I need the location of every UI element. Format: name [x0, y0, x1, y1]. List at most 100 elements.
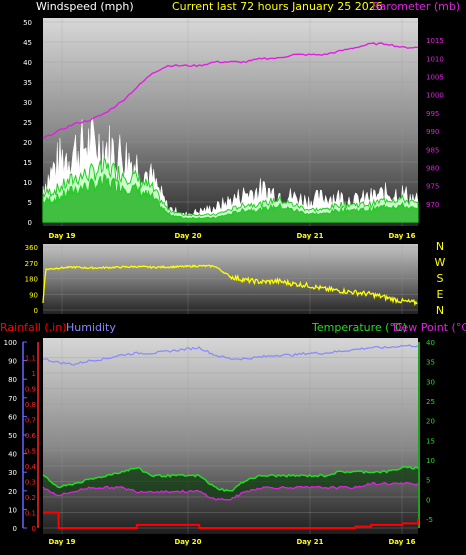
barometer-label: Barometer (mb): [372, 0, 460, 13]
x-tick-label: Day 20: [174, 232, 201, 240]
direction-series: [42, 264, 418, 307]
rain-tick-label: 0.5: [25, 448, 36, 456]
windspeed-tick-label: 30: [23, 99, 32, 107]
humidity-tick-label: 100: [4, 339, 17, 347]
temperature-tick-label: 5: [426, 477, 430, 485]
humidity-tick-label: 80: [8, 376, 17, 384]
climate-x-axis: Day 19 Day 20 Day 21 Day 16: [48, 538, 415, 546]
humidity-tick-label: 0: [13, 525, 17, 533]
temperature-tick-label: 30: [426, 378, 435, 386]
humidity-tick-label: 60: [8, 413, 17, 421]
direction-tick-label: 180: [25, 276, 38, 284]
rain-tick-label: 0.4: [25, 463, 37, 471]
direction-grid: [43, 244, 418, 314]
barometer-tick-label: 980: [426, 164, 439, 172]
barometer-tick-label: 1015: [426, 37, 444, 45]
rainfall-series: [43, 511, 419, 529]
compass-label: W: [435, 256, 446, 269]
barometer-tick-label: 975: [426, 183, 439, 191]
humidity-tick-label: 30: [8, 469, 17, 477]
compass-label: N: [436, 304, 444, 317]
temperature-tick-label: 40: [426, 339, 435, 347]
rainfall-axis: 0 0.1 0.2 0.3 0.4 0.5 0.6 0.7 0.8 0.9 1 1.1: [25, 342, 39, 533]
humidity-axis: 0 10 20 30 40 50 60 70 80 90 100: [4, 339, 27, 533]
direction-tick-label: 360: [25, 244, 38, 252]
temperature-axis: -5 0 5 10 15 20 25 30 35 40: [418, 339, 435, 528]
temperature-tick-label: 15: [426, 437, 435, 445]
rain-tick-label: 1: [32, 370, 36, 378]
rain-tick-label: 0.3: [25, 479, 36, 487]
direction-panel: [43, 244, 418, 314]
humidity-tick-label: 50: [8, 432, 17, 440]
compass-label: N: [436, 240, 444, 253]
x-tick-label: Day 16: [388, 538, 415, 546]
humidity-tick-label: 10: [8, 506, 17, 514]
barometer-series: [42, 42, 419, 139]
x-tick-label: Day 21: [296, 232, 323, 240]
temperature-tick-label: 20: [426, 418, 435, 426]
temperature-tick-label: -5: [426, 516, 433, 524]
direction-tick-label: 270: [25, 260, 38, 268]
barometer-axis: 970 975 980 985 990 995 1000 1005 1010 1015: [426, 37, 444, 209]
rain-tick-label: 0.2: [25, 494, 36, 502]
temperature-tick-label: 35: [426, 359, 435, 367]
windspeed-tick-label: 15: [23, 159, 32, 167]
dewpoint-label: Dew Point (°C): [393, 321, 466, 334]
temperature-tick-label: 0: [426, 496, 430, 504]
climate-series: [42, 344, 419, 529]
barometer-tick-label: 970: [426, 201, 439, 209]
temperature-tick-label: 10: [426, 457, 435, 465]
windspeed-series: [42, 173, 419, 223]
barometer-tick-label: 1005: [426, 74, 444, 82]
windspeed-series: [42, 42, 419, 223]
windspeed-x-axis: Day 19 Day 20 Day 21 Day 16: [48, 232, 415, 240]
temperature-tick-label: 25: [426, 398, 435, 406]
direction-tick-label: 0: [34, 307, 38, 315]
windspeed-tick-label: 50: [23, 19, 32, 27]
x-tick-label: Day 21: [296, 538, 323, 546]
temperature-label: Temperature (°C): [311, 321, 407, 334]
temperature-series: [42, 465, 419, 492]
rain-tick-label: 1.1: [25, 355, 36, 363]
compass-label: E: [437, 288, 444, 301]
windspeed-tick-label: 10: [23, 179, 32, 187]
windspeed-tick-label: 5: [28, 199, 32, 207]
x-tick-label: Day 19: [48, 232, 75, 240]
rain-tick-label: 0.6: [25, 432, 37, 440]
rain-tick-label: 0.9: [25, 386, 36, 394]
humidity-tick-label: 20: [8, 488, 17, 496]
humidity-label: Humidity: [66, 321, 116, 334]
windspeed-tick-label: 0: [28, 219, 32, 227]
barometer-tick-label: 985: [426, 146, 439, 154]
windspeed-tick-label: 20: [23, 139, 32, 147]
direction-series: [42, 264, 418, 307]
x-tick-label: Day 16: [388, 232, 415, 240]
windspeed-tick-label: 45: [23, 39, 32, 47]
windspeed-label: Windspeed (mph): [36, 0, 134, 13]
barometer-tick-label: 995: [426, 110, 439, 118]
windspeed-axis: 0 5 10 15 20 25 30 35 40 45 50: [23, 19, 32, 227]
humidity-series: [42, 344, 419, 366]
direction-axis: 0 90 180 270 360: [25, 244, 38, 315]
rain-tick-label: 0.8: [25, 401, 36, 409]
chart-title: Current last 72 hours January 25 2026: [172, 0, 383, 13]
humidity-tick-label: 90: [8, 358, 17, 366]
compass-label: S: [437, 272, 444, 285]
rainfall-label: Rainfall (.in): [0, 321, 67, 334]
humidity-tick-label: 70: [8, 395, 17, 403]
rain-tick-label: 0.7: [25, 417, 36, 425]
x-tick-label: Day 19: [48, 538, 75, 546]
x-tick-label: Day 20: [174, 538, 201, 546]
dewpoint-series: [42, 481, 419, 502]
windspeed-tick-label: 25: [23, 119, 32, 127]
barometer-tick-label: 990: [426, 128, 439, 136]
windspeed-tick-label: 35: [23, 79, 32, 87]
humidity-tick-label: 40: [8, 451, 17, 459]
direction-tick-label: 90: [29, 291, 38, 299]
barometer-tick-label: 1010: [426, 55, 444, 63]
barometer-tick-label: 1000: [426, 92, 444, 100]
rain-tick-label: 0.1: [25, 510, 36, 518]
windspeed-tick-label: 40: [23, 59, 32, 67]
